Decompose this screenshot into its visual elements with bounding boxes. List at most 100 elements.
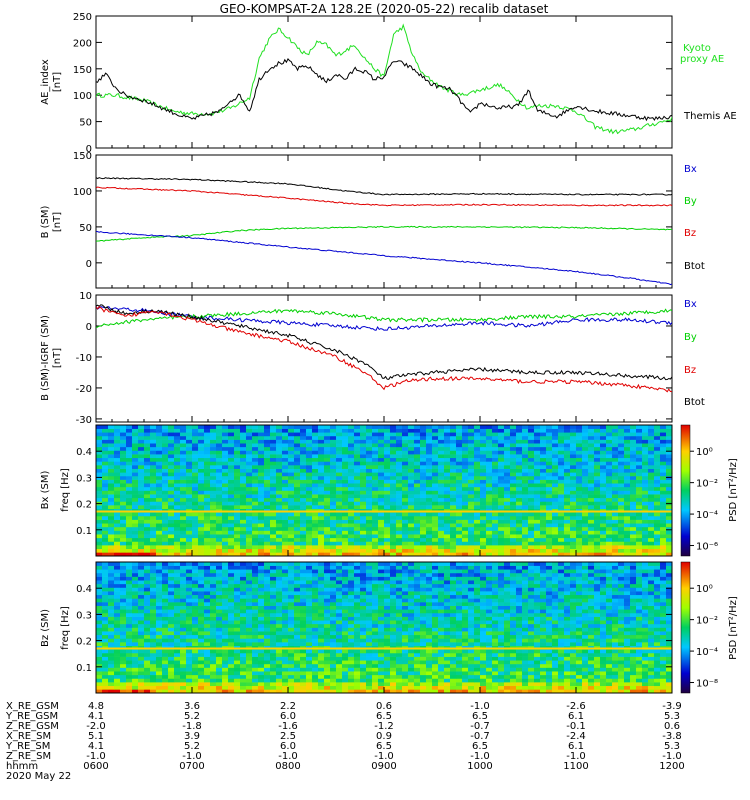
spectrogram-cell — [354, 425, 361, 429]
spectrogram-cell — [564, 486, 571, 491]
spectrogram-cell — [252, 523, 259, 528]
spectrogram-cell — [612, 660, 619, 665]
spectrogram-cell — [558, 425, 565, 429]
spectrogram-cell — [234, 678, 241, 683]
spectrogram-cell — [378, 457, 385, 462]
spectrogram-cell — [444, 537, 451, 542]
spectrogram-cell — [222, 667, 229, 672]
spectrogram-cell — [270, 435, 277, 440]
spectrogram-cell — [534, 541, 541, 546]
spectrogram-cell — [564, 479, 571, 484]
spectrogram-cell — [666, 674, 673, 679]
spectrogram-cell — [138, 461, 145, 466]
spectrogram-cell — [126, 642, 133, 646]
spectrogram-cell — [606, 552, 613, 557]
spectrogram-cell — [582, 534, 589, 539]
spectrogram-cell — [396, 548, 403, 553]
spectrogram-cell — [558, 457, 565, 462]
spectrogram-cell — [480, 541, 487, 546]
spectrogram-cell — [330, 435, 337, 440]
spectrogram-cell — [660, 490, 667, 495]
spectrogram-cell — [240, 678, 247, 683]
spectrogram-cell — [606, 443, 613, 448]
spectrogram-cell — [180, 656, 187, 661]
spectrogram-cell — [264, 678, 271, 683]
spectrogram-cell — [216, 490, 223, 495]
spectrogram-cell — [300, 526, 307, 531]
spectrogram-cell — [186, 425, 193, 429]
spectrogram-cell — [312, 479, 319, 484]
spectrogram-cell — [96, 552, 103, 557]
spectrogram-cell — [378, 541, 385, 546]
spectrogram-cell — [294, 461, 301, 466]
spectrogram-cell — [372, 428, 379, 433]
spectrogram-cell — [324, 678, 331, 683]
spectrogram-cell — [504, 475, 511, 480]
spectrogram-cell — [408, 439, 415, 444]
spectrogram-cell — [312, 526, 319, 531]
spectrogram-cell — [558, 461, 565, 466]
spectrogram-cell — [228, 461, 235, 466]
spectrogram-cell — [366, 552, 373, 557]
spectrogram-cell — [492, 465, 499, 469]
spectrogram-cell — [378, 667, 385, 672]
spectrogram-cell — [516, 428, 523, 433]
spectrogram-cell — [336, 486, 343, 491]
spectrogram-cell — [612, 443, 619, 448]
spectrogram-cell — [594, 457, 601, 462]
spectrogram-cell — [480, 660, 487, 665]
spectrogram-cell — [264, 671, 271, 676]
spectrogram-cell — [210, 450, 217, 455]
spectrogram-cell — [648, 505, 655, 509]
spectrogram-cell — [294, 446, 301, 451]
spectrogram-cell — [102, 468, 109, 473]
spectrogram-cell — [288, 537, 295, 542]
spectrogram-cell — [222, 432, 229, 437]
spectrogram-cell — [606, 545, 613, 550]
spectrogram-cell — [492, 537, 499, 542]
spectrogram-cell — [246, 490, 253, 495]
spectrogram-cell — [282, 435, 289, 440]
spectrogram-cell — [120, 465, 127, 469]
spectrogram-cell — [102, 432, 109, 437]
spectrogram-cell — [258, 435, 265, 440]
spectrogram-cell — [306, 678, 313, 683]
spectrogram-cell — [510, 552, 517, 557]
spectrogram-cell — [432, 663, 439, 668]
spectrogram-cell — [324, 497, 331, 502]
spectrogram-cell — [186, 642, 193, 646]
spectrogram-cell — [192, 667, 199, 672]
spectrogram-cell — [360, 674, 367, 679]
spectrogram-cell — [204, 678, 211, 683]
spectrogram-cell — [414, 515, 421, 520]
spectrogram-cell — [186, 685, 193, 690]
spectrogram-cell — [240, 505, 247, 509]
spectrogram-cell — [576, 660, 583, 665]
spectrogram-cell — [96, 515, 103, 520]
spectrogram-cell — [312, 475, 319, 480]
spectrogram-cell — [474, 671, 481, 676]
spectrogram-cell — [282, 475, 289, 480]
spectrogram-cell — [162, 439, 169, 444]
b-plot-frame — [95, 154, 673, 289]
spectrogram-cell — [618, 512, 625, 517]
spectrogram-cell — [144, 512, 151, 517]
spectrogram-cell — [216, 541, 223, 546]
spectrogram-cell — [186, 428, 193, 433]
spectrogram-cell — [150, 472, 157, 477]
spectrogram-cell — [348, 515, 355, 520]
spectrogram-cell — [414, 530, 421, 535]
spectrogram-cell — [300, 689, 307, 694]
spectrogram-cell — [252, 490, 259, 495]
spectrogram-cell — [546, 674, 553, 679]
spectrogram-cell — [276, 457, 283, 462]
spectrogram-cell — [642, 486, 649, 491]
spectrogram-cell — [648, 468, 655, 473]
spectrogram-cell — [288, 479, 295, 484]
spectrogram-cell — [210, 439, 217, 444]
spectrogram-cell — [294, 682, 301, 687]
spectrogram-cell — [564, 530, 571, 535]
spectrogram-cell — [192, 526, 199, 531]
spectrogram-cell — [210, 454, 217, 459]
spectrogram-cell — [102, 671, 109, 676]
